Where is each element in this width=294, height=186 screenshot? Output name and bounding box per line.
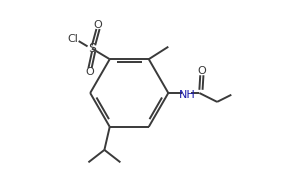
- Text: NH: NH: [179, 90, 196, 100]
- Text: O: O: [86, 67, 94, 77]
- Text: O: O: [93, 20, 102, 30]
- Text: Cl: Cl: [67, 34, 78, 44]
- Text: O: O: [198, 66, 206, 76]
- Text: S: S: [88, 42, 96, 55]
